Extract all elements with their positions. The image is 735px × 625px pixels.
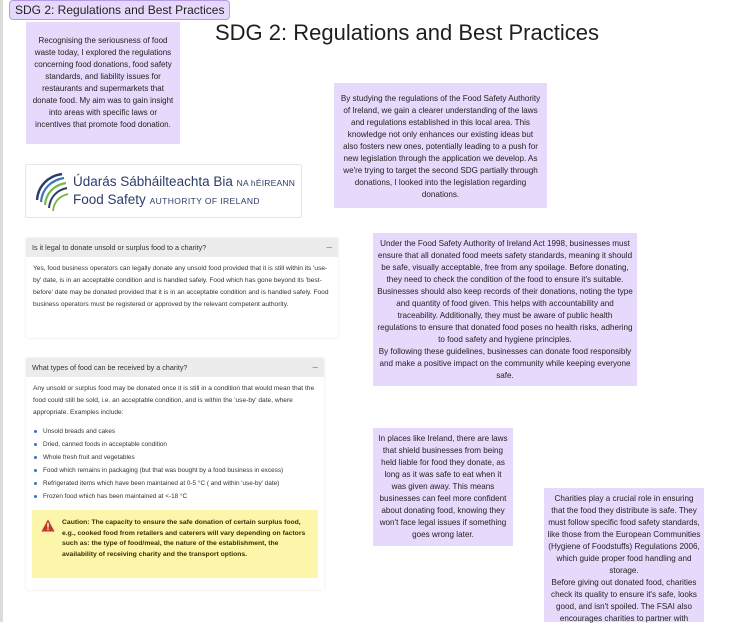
canvas-left-edge [0, 0, 3, 622]
faq-question: What types of food can be received by a … [32, 363, 188, 372]
caution-box: Caution: The capacity to ensure the safe… [32, 510, 318, 578]
logo-english-small: AUTHORITY OF IRELAND [149, 196, 260, 206]
logo-text-irish: Údarás Sábháilteachta Bia NA hÉIREANN [73, 174, 295, 189]
list-item: Food which remains in packaging (but tha… [33, 464, 317, 477]
fsai-logo-icon [35, 172, 69, 212]
list-item: Whole fresh fruit and vegetables [33, 451, 317, 464]
faq-question-header[interactable]: Is it legal to donate unsold or surplus … [26, 238, 338, 257]
faq-answer-intro: Any unsold or surplus food may be donate… [33, 385, 315, 416]
list-item: Unsold breads and cakes [33, 425, 317, 438]
collapse-icon[interactable]: – [326, 242, 332, 253]
sticky-note-intro[interactable]: Recognising the seriousness of food wast… [26, 22, 180, 144]
warning-icon [41, 519, 55, 532]
faq-answer: Any unsold or surplus food may be donate… [26, 377, 324, 509]
list-item: Frozen food which has been maintained at… [33, 490, 317, 503]
faq-question-header[interactable]: What types of food can be received by a … [26, 358, 324, 377]
sticky-note-charities[interactable]: Charities play a crucial role in ensurin… [544, 488, 704, 623]
logo-irish-small: NA hÉIREANN [236, 178, 296, 188]
list-item: Dried, canned foods in acceptable condit… [33, 438, 317, 451]
list-item: Refrigerated items which have been maint… [33, 477, 317, 490]
sticky-note-text: Under the Food Safety Authority of Irela… [377, 239, 633, 344]
logo-english-main: Food Safety [73, 192, 146, 207]
caution-text: Caution: The capacity to ensure the safe… [62, 519, 306, 558]
fsai-logo-card: Údarás Sábháilteachta Bia NA hÉIREANN Fo… [25, 164, 302, 218]
logo-irish-main: Údarás Sábháilteachta Bia [73, 174, 233, 189]
faq-answer: Yes, food business operators can legally… [33, 265, 329, 308]
frame-label[interactable]: SDG 2: Regulations and Best Practices [9, 0, 231, 20]
sticky-note-text: By studying the regulations of the Food … [340, 94, 541, 199]
food-examples-list: Unsold breads and cakes Dried, canned fo… [33, 425, 317, 503]
sticky-note-liability-laws[interactable]: In places like Ireland, there are laws t… [373, 428, 513, 546]
sticky-note-text: In places like Ireland, there are laws t… [378, 434, 508, 539]
faq-card-food-types: What types of food can be received by a … [26, 358, 324, 590]
sticky-note-text: Charities play a crucial role in ensurin… [547, 494, 701, 575]
logo-text-english: Food Safety AUTHORITY OF IRELAND [73, 192, 260, 207]
page-title: SDG 2: Regulations and Best Practices [215, 20, 599, 45]
sticky-note-text: Before giving out donated food, charitie… [551, 578, 697, 623]
sticky-note-text: Recognising the seriousness of food wast… [32, 36, 174, 129]
collapse-icon[interactable]: – [312, 362, 318, 373]
sticky-note-fsai[interactable]: By studying the regulations of the Food … [334, 83, 547, 208]
faq-card-legal-donation: Is it legal to donate unsold or surplus … [26, 238, 338, 338]
sticky-note-fsai-act[interactable]: Under the Food Safety Authority of Irela… [373, 233, 637, 386]
faq-question: Is it legal to donate unsold or surplus … [32, 243, 207, 252]
sticky-note-text: By following these guidelines, businesse… [378, 347, 632, 380]
